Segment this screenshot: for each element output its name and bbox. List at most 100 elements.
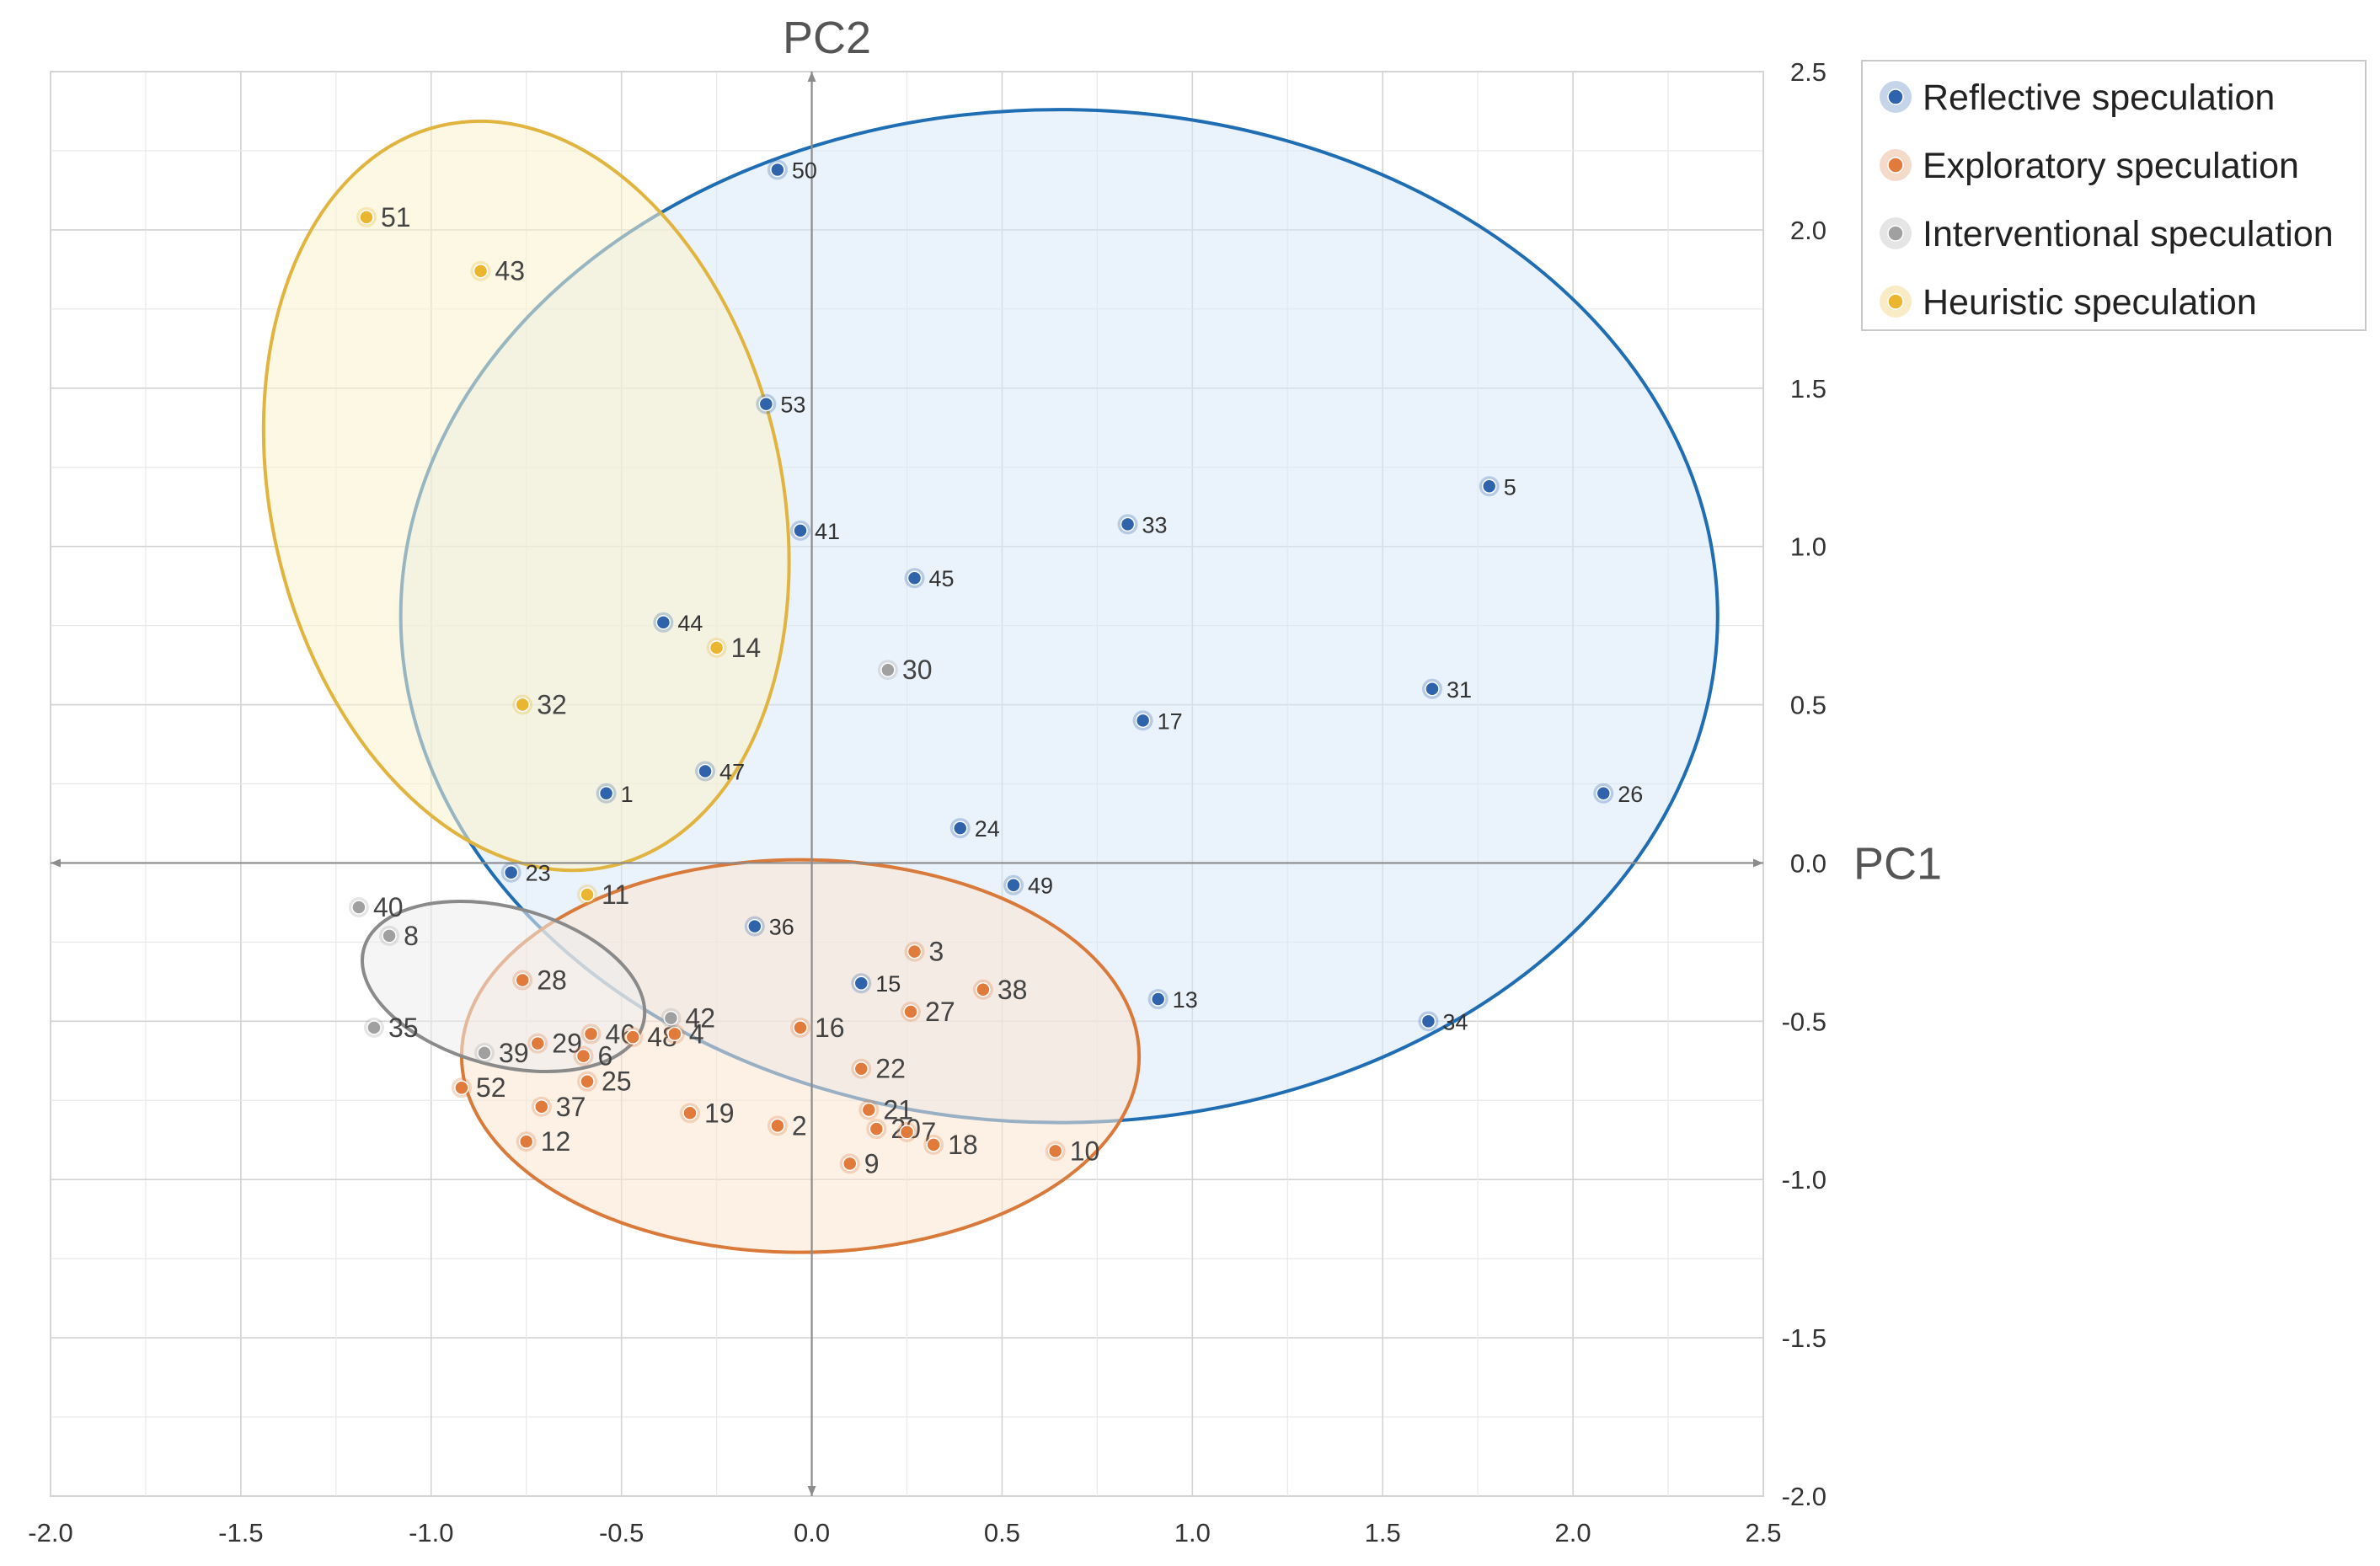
y-tick-label: 2.5 [1790, 57, 1826, 87]
point-label: 4 [689, 1018, 704, 1049]
point-label: 34 [1442, 1009, 1468, 1034]
point-label: 26 [1618, 782, 1643, 807]
point-label: 25 [602, 1066, 632, 1097]
data-point [366, 1020, 382, 1035]
point-label: 39 [499, 1038, 529, 1068]
point-label: 8 [404, 921, 419, 951]
data-point [698, 763, 713, 779]
data-point [1047, 1143, 1063, 1159]
point-label: 9 [864, 1148, 880, 1179]
y-tick-label: 2.0 [1790, 216, 1826, 245]
data-point [1596, 786, 1612, 801]
data-point [709, 640, 725, 655]
data-point [382, 928, 397, 943]
data-point [758, 396, 774, 412]
legend-label: Heuristic speculation [1923, 282, 2257, 323]
data-point [907, 570, 923, 585]
point-label: 22 [875, 1054, 906, 1084]
point-label: 21 [883, 1095, 913, 1125]
point-label: 50 [792, 158, 817, 183]
data-point [454, 1080, 469, 1095]
data-point [842, 1156, 858, 1172]
point-label: 6 [597, 1041, 612, 1072]
point-label: 11 [602, 879, 629, 910]
data-point [473, 263, 489, 279]
y-tick-label: 1.5 [1790, 374, 1826, 404]
y-tick-label: -1.5 [1782, 1323, 1826, 1353]
data-point [667, 1026, 682, 1042]
x-tick-label: 0.0 [794, 1518, 830, 1547]
point-label: 43 [495, 256, 526, 286]
x-tick-label: -1.5 [218, 1518, 263, 1547]
point-label: 41 [815, 519, 840, 544]
point-label: 51 [381, 202, 411, 232]
data-point [682, 1105, 698, 1121]
data-point [747, 918, 762, 934]
point-label: 40 [373, 892, 404, 922]
y-tick-label: 1.0 [1790, 532, 1826, 562]
legend-box [1861, 60, 2367, 331]
point-label: 49 [1028, 874, 1053, 899]
point-label: 32 [537, 690, 567, 720]
x-tick-label: -1.0 [409, 1518, 453, 1547]
point-label: 27 [925, 997, 955, 1027]
data-point [477, 1045, 492, 1061]
data-point [598, 786, 614, 801]
point-label: 12 [541, 1126, 571, 1157]
y-tick-label: 0.0 [1790, 848, 1826, 878]
y-tick-label: -1.0 [1782, 1165, 1826, 1195]
data-point [976, 982, 991, 997]
data-point [1150, 991, 1166, 1007]
point-label: 1 [621, 782, 634, 807]
data-point [869, 1121, 885, 1136]
x-tick-label: 1.5 [1365, 1518, 1401, 1547]
data-point [580, 1073, 595, 1089]
data-point [1420, 1013, 1436, 1029]
point-label: 18 [948, 1130, 978, 1160]
y-tick-label: -0.5 [1782, 1007, 1826, 1036]
legend-marker [1887, 225, 1904, 242]
point-label: 44 [677, 611, 703, 636]
data-point [861, 1102, 877, 1118]
data-point [518, 1134, 534, 1149]
data-point [351, 900, 366, 915]
point-label: 5 [1504, 474, 1516, 500]
data-point [1006, 877, 1021, 893]
point-label: 38 [997, 975, 1028, 1005]
data-point [625, 1029, 640, 1045]
data-point [926, 1137, 941, 1152]
x-axis-title: PC1 [1853, 838, 1942, 889]
point-label: 3 [929, 937, 944, 967]
point-label: 17 [1158, 708, 1183, 734]
x-tick-label: -0.5 [599, 1518, 644, 1547]
point-label: 31 [1447, 677, 1472, 703]
data-point [530, 1035, 546, 1051]
point-label: 35 [388, 1013, 419, 1043]
tick-labels: -2.0 -1.5 -1.0 -0.5 0.0 0.5 1.0 1.5 2.0 2.5 2.5 2.0… [28, 57, 1826, 1547]
data-point [952, 820, 968, 836]
legend-marker [1887, 157, 1904, 174]
data-point [534, 1099, 549, 1114]
data-point [1135, 713, 1151, 729]
y-tick-label: 0.5 [1790, 691, 1826, 720]
legend-label: Reflective speculation [1923, 77, 2275, 118]
x-axis-arrow-left [51, 858, 61, 868]
y-axis-title: PC2 [783, 13, 871, 63]
data-point [580, 887, 595, 902]
point-label: 14 [731, 633, 762, 663]
x-tick-label: 2.5 [1745, 1518, 1781, 1547]
data-point [515, 697, 530, 713]
point-label: 37 [556, 1092, 586, 1122]
axes: PC2 PC1 [51, 13, 1942, 1496]
data-point [1120, 516, 1136, 532]
point-label: 19 [704, 1098, 735, 1128]
data-point [663, 1010, 679, 1026]
data-point [503, 864, 519, 880]
x-tick-label: 0.5 [984, 1518, 1020, 1547]
data-point [853, 975, 869, 991]
y-tick-label: -2.0 [1782, 1482, 1826, 1511]
point-label: 53 [780, 393, 805, 418]
point-label: 23 [526, 861, 551, 886]
point-label: 2 [792, 1110, 807, 1141]
